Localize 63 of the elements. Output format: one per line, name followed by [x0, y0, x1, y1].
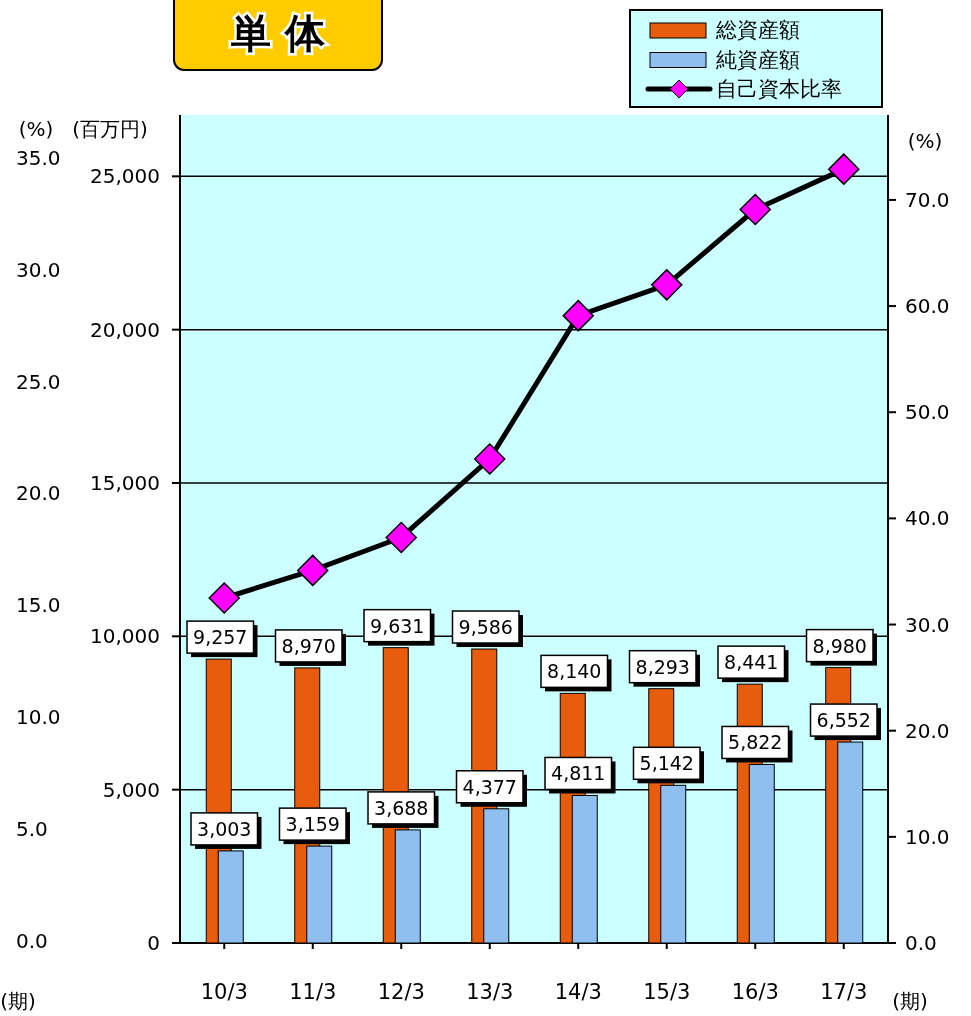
x-tick-label: 17/3 — [820, 980, 868, 1004]
data-label: 8,293 — [635, 655, 690, 678]
data-label: 5,142 — [639, 752, 694, 775]
y3-tick-label: 20.0 — [16, 481, 61, 506]
data-label: 8,980 — [812, 634, 867, 657]
y3-tick-label: 5.0 — [16, 817, 48, 842]
x-axis-title: (期) — [0, 989, 36, 1013]
point — [474, 443, 506, 475]
data-label: 4,377 — [462, 775, 517, 798]
data-label: 9,631 — [370, 614, 425, 637]
data-label: 4,811 — [551, 762, 606, 785]
y-tick-label: 5,000 — [102, 777, 160, 802]
data-label: 9,586 — [458, 616, 513, 639]
x-tick-label: 14/3 — [554, 980, 602, 1004]
legend-label: 総資産額 — [715, 18, 800, 42]
point — [297, 554, 329, 587]
data-label: 6,552 — [816, 709, 871, 732]
y3-axis-title: (%) — [18, 117, 54, 141]
y3-tick-label: 30.0 — [16, 257, 61, 282]
data-label: 8,441 — [724, 651, 779, 674]
x-tick-label: 16/3 — [731, 980, 779, 1004]
data-label: 9,257 — [193, 626, 248, 649]
x-tick-label: 15/3 — [643, 980, 691, 1004]
y3-tick-label: 25.0 — [16, 369, 61, 394]
text: (期) — [892, 989, 928, 1013]
x-tick-label: 10/3 — [200, 980, 248, 1004]
data-label: 3,003 — [197, 817, 252, 840]
y3-tick-label: 0.0 — [16, 929, 48, 953]
x-tick-label: 11/3 — [289, 980, 337, 1004]
point — [739, 193, 771, 226]
y3-tick-label: 15.0 — [16, 593, 61, 618]
y2-tick-label: 10.0 — [905, 824, 950, 849]
legend-label: 自己資本比率 — [716, 77, 842, 101]
y2-tick-label: 70.0 — [905, 187, 950, 212]
chart-title: 単 体 — [231, 10, 326, 56]
y-tick-label: 0 — [147, 931, 160, 955]
y3-tick-label: 35.0 — [16, 145, 61, 170]
data-label: 8,970 — [281, 634, 336, 657]
data-label: 3,159 — [285, 813, 340, 836]
data-label: 8,140 — [547, 660, 602, 683]
x-tick-label: 13/3 — [466, 980, 514, 1004]
legend-label: 純資産額 — [716, 47, 800, 72]
y2-tick-label: 0.0 — [905, 931, 937, 955]
y2-tick-label: 30.0 — [905, 612, 950, 637]
point — [385, 521, 417, 554]
y-tick-label: 15,000 — [90, 471, 160, 495]
y3-tick-label: 10.0 — [16, 705, 61, 730]
data-label: 3,688 — [374, 796, 429, 819]
data-label: 5,822 — [728, 731, 783, 754]
y-tick-label: 25,000 — [90, 164, 160, 189]
point — [828, 153, 860, 185]
y-tick-label: 20,000 — [90, 317, 160, 342]
y-axis-title: (百万円) — [72, 117, 148, 141]
point — [208, 582, 240, 614]
y2-tick-label: 60.0 — [905, 294, 950, 319]
y2-tick-label: 50.0 — [905, 400, 950, 425]
y2-axis-title: (%) — [907, 129, 943, 153]
point — [651, 269, 683, 301]
point — [562, 299, 594, 332]
y-tick-label: 10,000 — [90, 624, 160, 649]
y2-tick-label: 20.0 — [905, 718, 950, 743]
x-tick-label: 12/3 — [377, 980, 425, 1004]
y2-tick-label: 40.0 — [905, 506, 950, 531]
